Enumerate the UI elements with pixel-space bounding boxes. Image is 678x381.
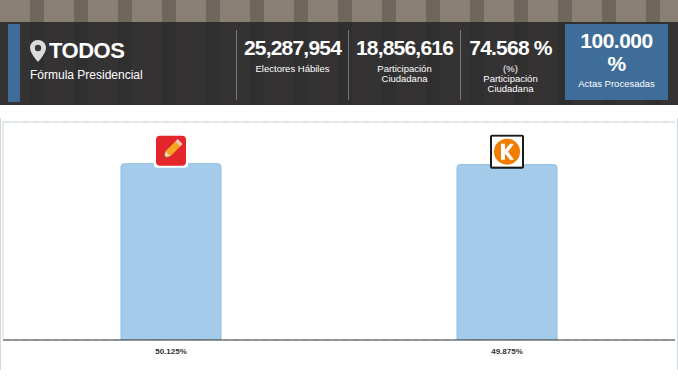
html-text:25,287,954: 25,287,954 — [243, 36, 341, 59]
html-text:18,856,616: 18,856,616 — [355, 36, 453, 59]
html-text:Electores Hábiles: Electores Hábiles — [255, 63, 330, 74]
html-text:Participación Ciudadana: Participación Ciudadana — [377, 63, 432, 84]
html-text:(%) Participación Ciudadana: (%) Participación Ciudadana — [483, 63, 538, 94]
html-text:100.000 %: 100.000 % — [580, 29, 653, 75]
svg-text:49.875%: 49.875% — [491, 347, 523, 356]
svg-text:50.125%: 50.125% — [155, 347, 187, 356]
html-text:TODOS: TODOS — [49, 38, 125, 63]
html-text:Actas Procesadas: Actas Procesadas — [578, 78, 655, 89]
html-text:Fórmula Presidencial: Fórmula Presidencial — [30, 68, 143, 82]
html-text:74.568 %: 74.568 % — [469, 36, 552, 59]
